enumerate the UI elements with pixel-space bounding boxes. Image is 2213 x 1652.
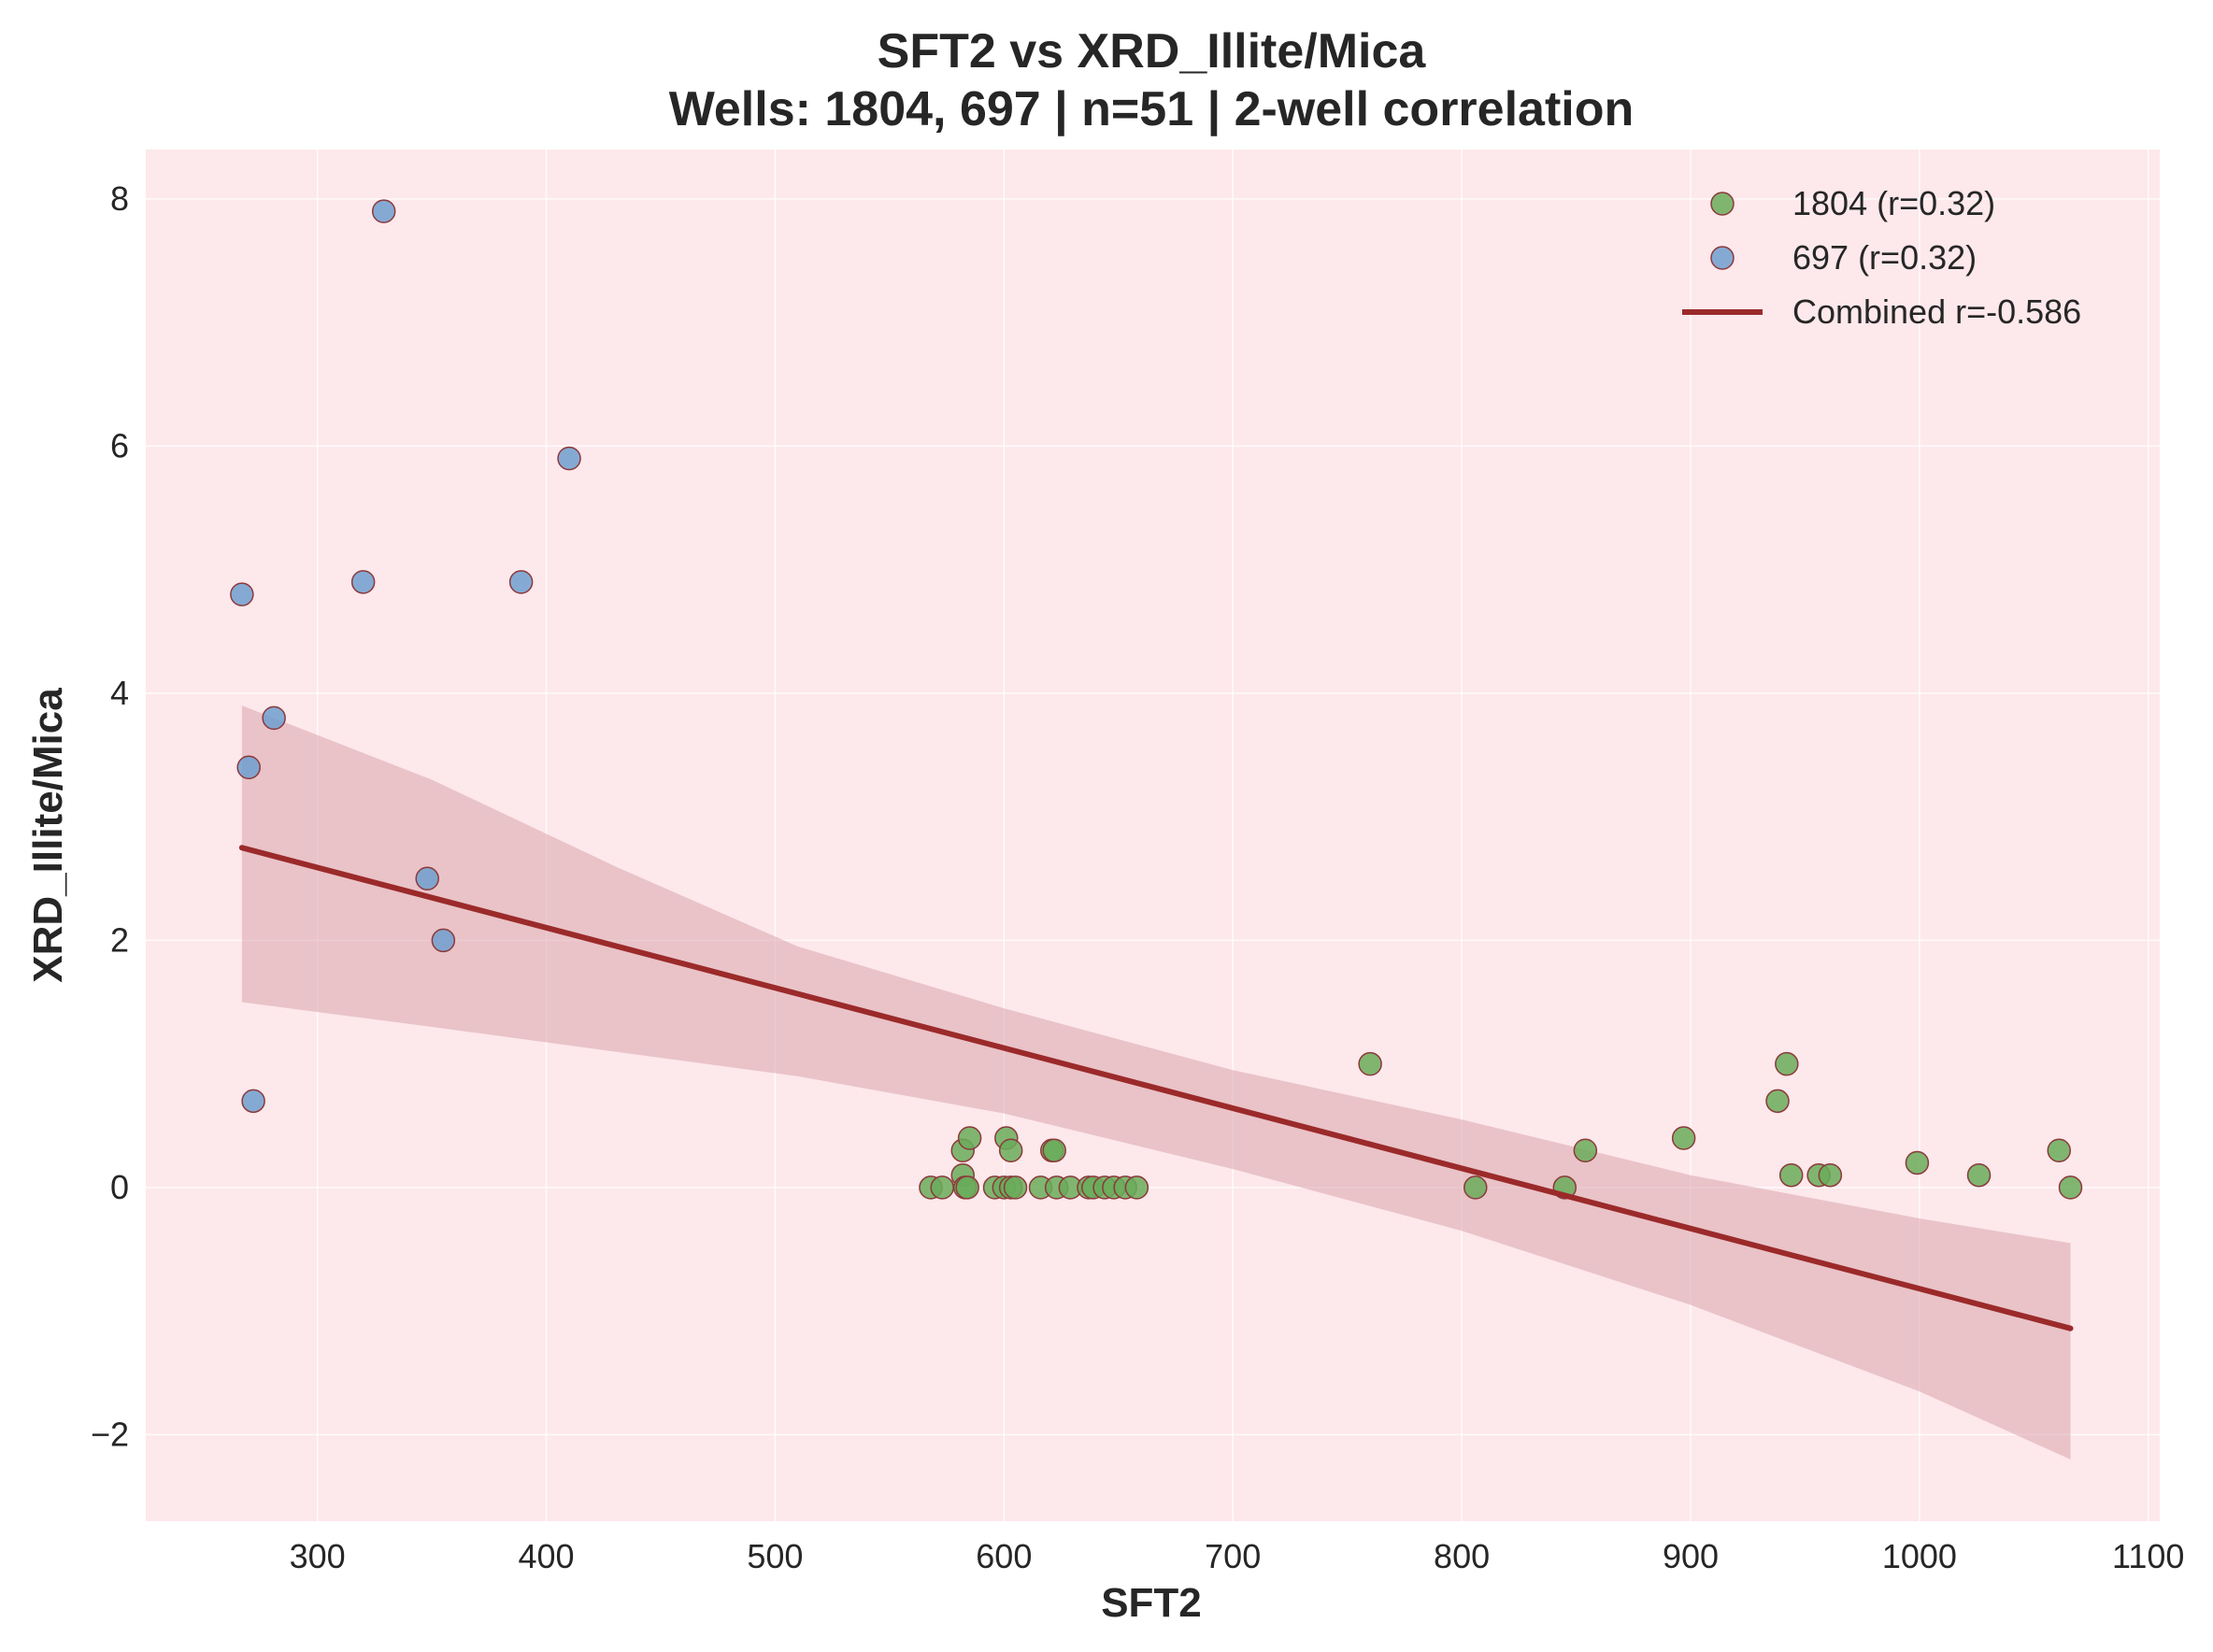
chart-subtitle: Wells: 1804, 697 | n=51 | 2-well correla… xyxy=(669,82,1635,136)
regression-line xyxy=(238,845,2074,1332)
x-tick-label: 700 xyxy=(1205,1537,1261,1575)
data-point-series-1 xyxy=(241,1089,265,1114)
y-axis-label: XRD_Illite/Mica xyxy=(25,688,71,983)
grid xyxy=(146,150,2160,1521)
data-point-series-1 xyxy=(262,705,286,731)
data-point-series-0 xyxy=(1775,1051,1799,1076)
x-tick-label: 600 xyxy=(976,1537,1032,1575)
confidence-band-area xyxy=(241,705,2071,1460)
x-tick-label: 800 xyxy=(1434,1537,1490,1575)
data-point-series-0 xyxy=(2058,1175,2083,1200)
data-point-series-1 xyxy=(415,866,439,891)
data-point-series-0 xyxy=(955,1175,979,1200)
data-point-series-1 xyxy=(230,582,254,606)
data-point-series-0 xyxy=(957,1126,982,1150)
data-point-series-0 xyxy=(1358,1051,1382,1076)
data-point-series-0 xyxy=(1124,1175,1149,1200)
legend-marker-697 xyxy=(1710,246,1735,270)
legend-label-combined: Combined r=-0.586 xyxy=(1792,292,2081,331)
y-axis-ticks: −2 0 2 4 6 8 xyxy=(91,179,129,1454)
chart-title: SFT2 vs XRD_Illite/Mica xyxy=(878,24,1427,78)
data-point-series-0 xyxy=(930,1175,954,1200)
data-point-series-1 xyxy=(371,199,396,223)
y-tick-label: 4 xyxy=(110,674,129,712)
y-tick-label: 6 xyxy=(110,426,129,464)
data-point-series-1 xyxy=(236,755,261,780)
regression-line-group xyxy=(238,845,2074,1332)
scatter-points xyxy=(230,199,2083,1200)
x-tick-label: 900 xyxy=(1663,1537,1719,1575)
x-tick-label: 1000 xyxy=(1882,1537,1957,1575)
y-tick-label: −2 xyxy=(91,1415,129,1453)
data-point-series-0 xyxy=(1671,1126,1696,1150)
data-point-series-1 xyxy=(557,446,581,471)
data-point-series-0 xyxy=(1966,1162,1992,1188)
x-axis-label: SFT2 xyxy=(1101,1580,1202,1626)
data-point-series-0 xyxy=(998,1138,1023,1162)
data-point-series-1 xyxy=(508,570,534,594)
x-tick-label: 500 xyxy=(747,1537,803,1575)
x-tick-label: 1100 xyxy=(2112,1537,2184,1575)
legend-label-1804: 1804 (r=0.32) xyxy=(1792,184,1995,222)
y-tick-label: 0 xyxy=(110,1168,129,1206)
data-point-series-0 xyxy=(1042,1138,1066,1162)
data-point-series-0 xyxy=(1818,1162,1843,1188)
data-point-series-0 xyxy=(1765,1089,1790,1114)
x-tick-label: 300 xyxy=(290,1537,346,1575)
x-tick-label: 400 xyxy=(519,1537,575,1575)
data-point-series-0 xyxy=(1003,1175,1028,1200)
y-tick-label: 8 xyxy=(110,179,129,218)
data-point-series-1 xyxy=(350,570,376,594)
x-axis-ticks: 300 400 500 600 700 800 900 1000 1100 xyxy=(290,1537,2185,1575)
legend-label-697: 697 (r=0.32) xyxy=(1792,238,1977,277)
data-point-series-0 xyxy=(1573,1138,1598,1162)
data-point-series-0 xyxy=(1905,1150,1930,1175)
legend-marker-1804 xyxy=(1710,192,1735,216)
data-point-series-0 xyxy=(2047,1138,2071,1162)
confidence-band xyxy=(241,705,2071,1460)
legend: 1804 (r=0.32) 697 (r=0.32) Combined r=-0… xyxy=(1682,184,2081,331)
data-point-series-0 xyxy=(1463,1175,1488,1200)
y-tick-label: 2 xyxy=(110,920,129,959)
data-point-series-1 xyxy=(431,928,456,953)
data-point-series-0 xyxy=(1778,1162,1804,1188)
